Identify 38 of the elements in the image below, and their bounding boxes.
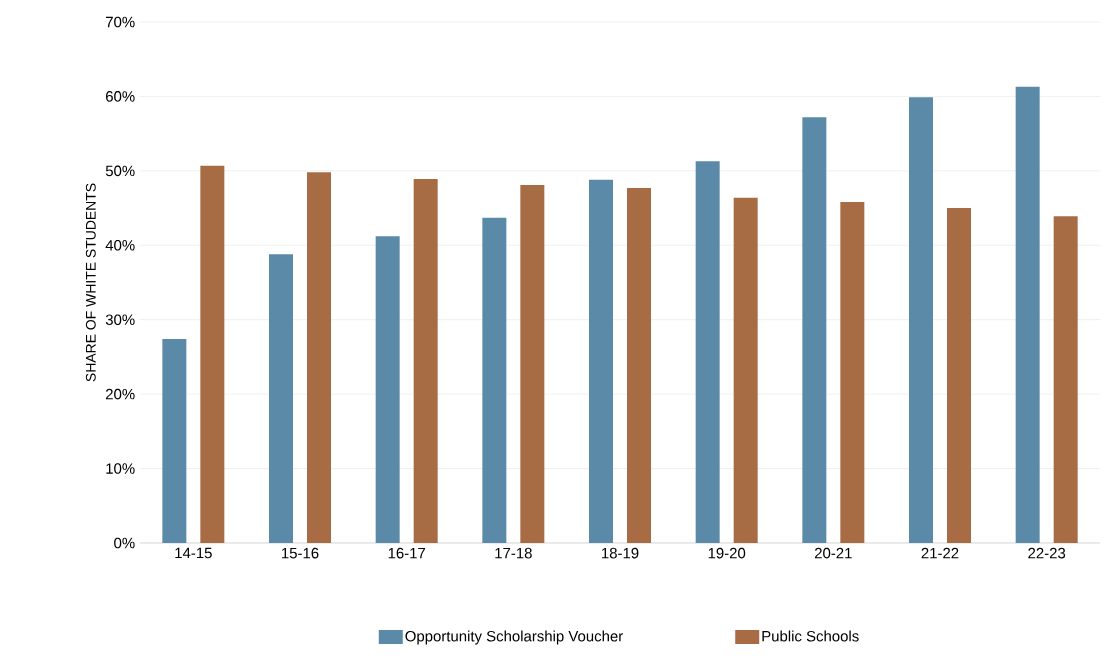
x-tick-label: 16-17 (388, 547, 426, 559)
bar (482, 217, 507, 543)
bar (909, 97, 934, 543)
bar (589, 179, 614, 543)
y-tick-label: 10% (106, 463, 135, 474)
y-axis-title: SHARE OF WHITE STUDENTS (85, 183, 96, 382)
x-tick-label: 20-21 (814, 547, 852, 559)
x-tick-label: 17-18 (495, 547, 532, 559)
legend-label: Opportunity Scholarship Voucher (405, 630, 623, 645)
bar (162, 339, 187, 543)
bar (269, 254, 294, 543)
bar (1053, 216, 1078, 543)
x-tick-label: 21-22 (921, 547, 959, 559)
bar (627, 187, 652, 543)
bar (307, 172, 332, 543)
y-tick-label: 0% (114, 537, 135, 549)
legend-label: Public Schools (762, 630, 859, 642)
bar (802, 117, 827, 543)
x-tick-label: 18-19 (602, 547, 639, 559)
bar (413, 179, 438, 543)
bar (200, 165, 225, 543)
bar (733, 197, 758, 543)
y-tick-label: 40% (105, 239, 135, 251)
bar (840, 202, 865, 543)
bar (695, 161, 720, 543)
y-tick-label: 50% (105, 165, 135, 177)
y-tick-label: 60% (106, 91, 135, 102)
bar (947, 208, 972, 543)
x-tick-label: 19-20 (708, 547, 746, 559)
bar (375, 236, 400, 543)
y-tick-label: 20% (106, 388, 135, 400)
x-tick-label: 15-16 (282, 547, 319, 559)
x-tick-label: 14-15 (175, 547, 212, 559)
y-tick-label: 30% (105, 314, 135, 325)
y-tick-label: 70% (106, 16, 135, 28)
bar (520, 184, 545, 543)
bar (1015, 86, 1040, 543)
x-tick-label: 22-23 (1028, 547, 1066, 559)
